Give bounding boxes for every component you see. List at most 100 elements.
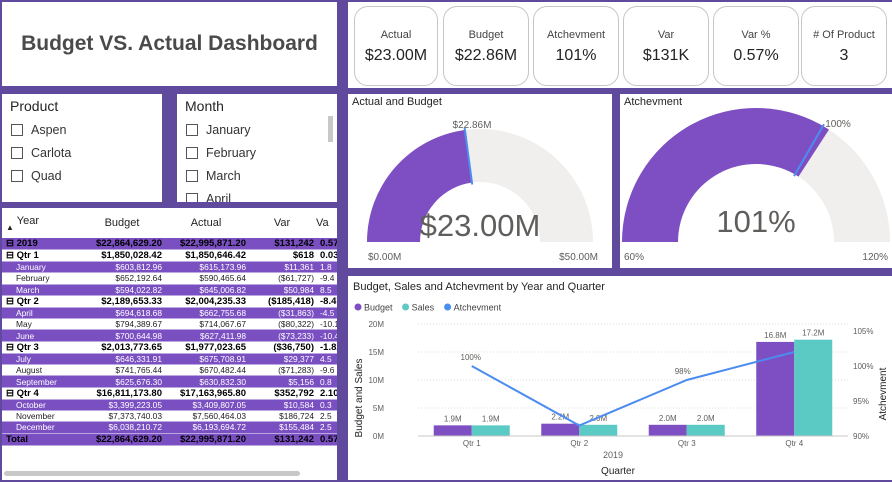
- table-row[interactable]: October $3,399,223.05 $3,409,807.05 $10,584…: [2, 399, 337, 411]
- quarter-row[interactable]: ⊟ Qtr 2 $2,189,653.33 $2,004,235.33 ($185,4…: [2, 295, 337, 308]
- cell-text: $352,792: [274, 387, 314, 399]
- cell-text: July: [16, 353, 31, 364]
- kpi-label: Actual: [380, 29, 412, 41]
- cell-var-percent: 8.5: [316, 284, 337, 296]
- total-row[interactable]: Total $22,864,629.20 $22,995,871.20 $131,24…: [2, 433, 337, 446]
- cell-text: $794,389.67: [115, 319, 162, 330]
- cell-label: August: [2, 364, 80, 377]
- cell-var-percent: 2.10: [316, 387, 337, 400]
- cell-var: $155,484: [248, 421, 316, 434]
- table-row[interactable]: September $625,676.30 $630,832.30 $5,156 0.8: [2, 375, 337, 388]
- kpi-card-var[interactable]: Var $131K: [623, 6, 709, 86]
- table-row[interactable]: November $7,373,740.03 $7,560,464.03 $186,7…: [2, 410, 337, 423]
- cell-text: $590,465.64: [199, 273, 246, 284]
- cell-text: 2.5: [320, 411, 332, 422]
- bar-sales: [471, 425, 510, 436]
- table-row[interactable]: June $700,644.98 $627,411.98 ($73,233) -10.4: [2, 329, 337, 342]
- table-row[interactable]: July $646,331.91 $675,708.91 $29,377 4.5: [2, 353, 337, 366]
- quarter-row[interactable]: ⊟ Qtr 3 $2,013,773.65 $1,977,023.65 ($36,75…: [2, 341, 337, 354]
- checkbox-icon[interactable]: [186, 192, 198, 202]
- month-option-march[interactable]: March: [177, 164, 337, 187]
- column-header-label: Actual: [190, 217, 222, 229]
- gauge-fill: [622, 107, 829, 242]
- column-header-budget[interactable]: Budget: [80, 208, 164, 238]
- option-label: Quad: [31, 168, 62, 183]
- matrix-table: ▲ Year Budget Actual Var Va ⊟ 2019 $22,86…: [2, 208, 337, 480]
- dashboard-title: Budget VS. Actual Dashboard: [21, 32, 318, 55]
- cell-actual: $714,067.67: [164, 318, 248, 331]
- checkbox-icon[interactable]: [11, 146, 23, 159]
- product-option-quad[interactable]: Quad: [2, 164, 162, 187]
- column-header-year[interactable]: ▲ Year: [2, 208, 80, 238]
- cell-text: 0.8: [320, 376, 332, 387]
- cell-label: June: [2, 329, 80, 342]
- checkbox-icon[interactable]: [11, 169, 23, 182]
- cell-budget: $594,022.82: [80, 284, 164, 296]
- bar-sales: [579, 424, 618, 436]
- table-row[interactable]: August $741,765.44 $670,482.44 ($71,283) -9.…: [2, 364, 337, 377]
- product-option-carlota[interactable]: Carlota: [2, 141, 162, 164]
- cell-budget: $794,389.67: [80, 318, 164, 331]
- cell-text: $615,173.96: [199, 262, 246, 273]
- cell-text: $22,995,871.20: [179, 238, 246, 249]
- cell-actual: $22,995,871.20: [164, 433, 248, 446]
- data-label: 2.0M: [697, 414, 715, 423]
- checkbox-icon[interactable]: [186, 146, 198, 159]
- y2-tick-label: 105%: [853, 327, 873, 336]
- column-header-label: Budget: [104, 217, 140, 229]
- month-option-january[interactable]: January: [177, 118, 337, 141]
- quarter-row[interactable]: ⊟ Qtr 1 $1,850,028.42 $1,850,646.42 $618 0.0…: [2, 249, 337, 262]
- cell-var-percent: -1.82: [316, 341, 337, 354]
- kpi-card-product-count[interactable]: # Of Product 3: [801, 6, 887, 86]
- y2-tick-label: 90%: [853, 432, 869, 441]
- cell-text: March: [16, 284, 40, 295]
- column-header-var-percent[interactable]: Va: [316, 208, 337, 238]
- column-header-var[interactable]: Var: [248, 208, 316, 238]
- checkbox-icon[interactable]: [11, 123, 23, 136]
- cell-text: January: [16, 262, 46, 273]
- kpi-card-budget[interactable]: Budget $22.86M: [443, 6, 529, 86]
- product-option-aspen[interactable]: Aspen: [2, 118, 162, 141]
- collapse-icon[interactable]: ⊟: [6, 238, 17, 249]
- month-option-april[interactable]: April: [177, 187, 337, 202]
- collapse-icon[interactable]: ⊟: [6, 387, 17, 399]
- table-horizontal-scrollbar[interactable]: [4, 471, 300, 476]
- table-row[interactable]: May $794,389.67 $714,067.67 ($80,322) -10.1: [2, 318, 337, 331]
- kpi-card-achievement[interactable]: Atchevment 101%: [533, 6, 619, 86]
- collapse-icon[interactable]: ⊟: [6, 295, 17, 307]
- cell-text: $16,811,173.80: [96, 387, 162, 399]
- slicer-scrollbar[interactable]: [328, 116, 333, 142]
- column-header-actual[interactable]: Actual: [164, 208, 248, 238]
- cell-var-percent: 0.8: [316, 375, 337, 388]
- cell-text: $627,411.98: [200, 330, 246, 341]
- table-row[interactable]: January $603,812.96 $615,173.96 $11,361 1.8: [2, 261, 337, 274]
- bar-sales: [686, 424, 725, 436]
- cell-var: $10,584: [248, 399, 316, 411]
- kpi-card-actual[interactable]: Actual $23.00M: [354, 6, 438, 86]
- cell-text: $645,006.82: [199, 284, 246, 295]
- table-row[interactable]: March $594,022.82 $645,006.82 $50,984 8.5: [2, 284, 337, 296]
- sort-ascending-icon[interactable]: ▲: [6, 222, 14, 232]
- quarter-row[interactable]: ⊟ Qtr 4 $16,811,173.80 $17,163,965.80 $352,…: [2, 387, 337, 400]
- cell-text: $2,004,235.33: [185, 295, 246, 307]
- table-row[interactable]: April $694,618.68 $662,755.68 ($31,863) -4.5: [2, 307, 337, 320]
- collapse-icon[interactable]: ⊟: [6, 341, 17, 353]
- cell-text: $630,832.30: [199, 376, 246, 387]
- cell-actual: $675,708.91: [164, 353, 248, 366]
- cell-text: August: [16, 365, 43, 376]
- checkbox-icon[interactable]: [186, 123, 198, 136]
- kpi-card-var-percent[interactable]: Var % 0.57%: [713, 6, 799, 86]
- collapse-icon[interactable]: ⊟: [6, 250, 17, 261]
- kpi-label: Var: [657, 29, 675, 41]
- month-option-february[interactable]: February: [177, 141, 337, 164]
- table-row[interactable]: February $652,192.64 $590,465.64 ($61,727) -…: [2, 272, 337, 285]
- checkbox-icon[interactable]: [186, 169, 198, 182]
- cell-var: $618: [248, 249, 316, 262]
- table-row[interactable]: December $6,038,210.72 $6,193,694.72 $155,4…: [2, 421, 337, 434]
- combo-chart: Budget, Sales and Atchevment by Year and…: [353, 281, 889, 477]
- month-slicer: Month January February March April: [177, 94, 337, 202]
- cell-var-percent: 0.3: [316, 399, 337, 411]
- year-row[interactable]: ⊟ 2019 $22,864,629.20 $22,995,871.20 $131,2…: [2, 238, 337, 250]
- cell-text: $700,644.98: [115, 330, 162, 341]
- cell-text: $2,189,653.33: [101, 295, 162, 307]
